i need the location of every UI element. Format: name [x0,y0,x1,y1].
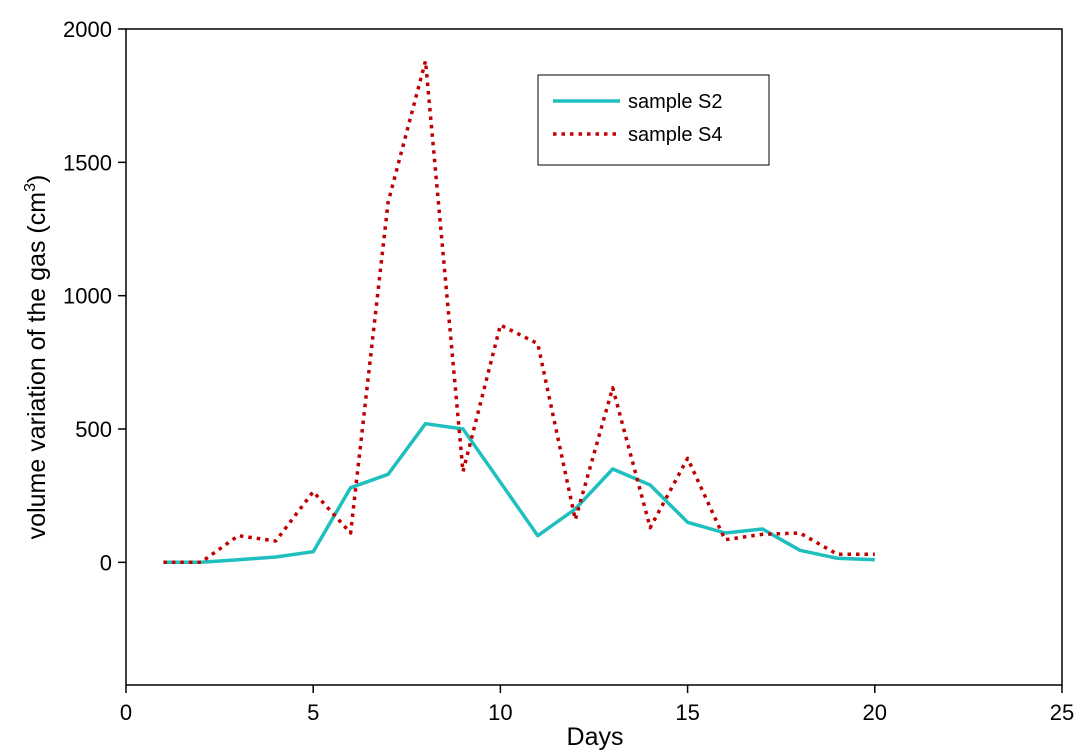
y-tick-label: 0 [100,550,112,575]
data-point [611,468,614,471]
data-point [424,422,427,425]
y-tick-label: 1500 [63,150,112,175]
data-point [349,532,352,535]
data-point [761,528,764,531]
x-tick-label: 15 [675,700,699,725]
data-point [461,470,464,473]
legend-box [537,74,770,166]
legend: sample S2 sample S4 [537,74,770,166]
data-point [686,457,689,460]
data-point [873,558,876,561]
data-point [387,201,390,204]
data-point [836,553,839,556]
data-point [611,386,614,389]
data-point [312,550,315,553]
data-point [349,486,352,489]
data-point [162,561,165,564]
data-point [424,60,427,63]
y-axis: 0 500 1000 1500 2000 [63,17,126,575]
data-point [461,428,464,431]
legend-label-s2: sample S2 [628,91,723,113]
x-tick-label: 10 [488,700,512,725]
data-point [724,538,727,541]
series-line-s4 [163,59,875,565]
data-point [499,481,502,484]
x-tick-label: 0 [120,700,132,725]
data-point [312,490,315,493]
y-axis-title-suffix: ) [23,175,51,183]
x-tick-label: 5 [307,700,319,725]
series-line-s2 [163,421,875,565]
data-point [199,561,202,564]
data-point [237,558,240,561]
x-tick-label: 25 [1050,700,1074,725]
data-point [798,549,801,552]
y-tick-label: 2000 [63,17,112,42]
data-point [798,532,801,535]
data-point [274,540,277,543]
data-point [536,534,539,537]
x-axis: 0 5 10 15 20 25 [120,685,1074,725]
data-point [237,534,240,537]
data-point [274,556,277,559]
data-point [649,526,652,529]
data-point [649,484,652,487]
x-axis-title: Days [567,723,624,751]
data-point [574,508,577,511]
x-tick-label: 20 [863,700,887,725]
y-tick-label: 500 [75,417,112,442]
data-point [574,518,577,521]
plot-area-frame [125,28,1063,686]
data-point [836,557,839,560]
y-axis-title: volume variation of the gas (cm3) [22,175,51,540]
y-axis-title-main: volume variation of the gas (cm [23,192,51,539]
data-point [873,553,876,556]
legend-label-s4: sample S4 [628,124,723,146]
data-point [536,342,539,345]
y-axis-title-superscript: 3 [22,183,39,192]
data-point [686,521,689,524]
data-point [499,324,502,327]
data-point [387,473,390,476]
data-point [761,533,764,536]
series-layer [162,59,876,565]
y-tick-label: 1000 [63,284,112,309]
